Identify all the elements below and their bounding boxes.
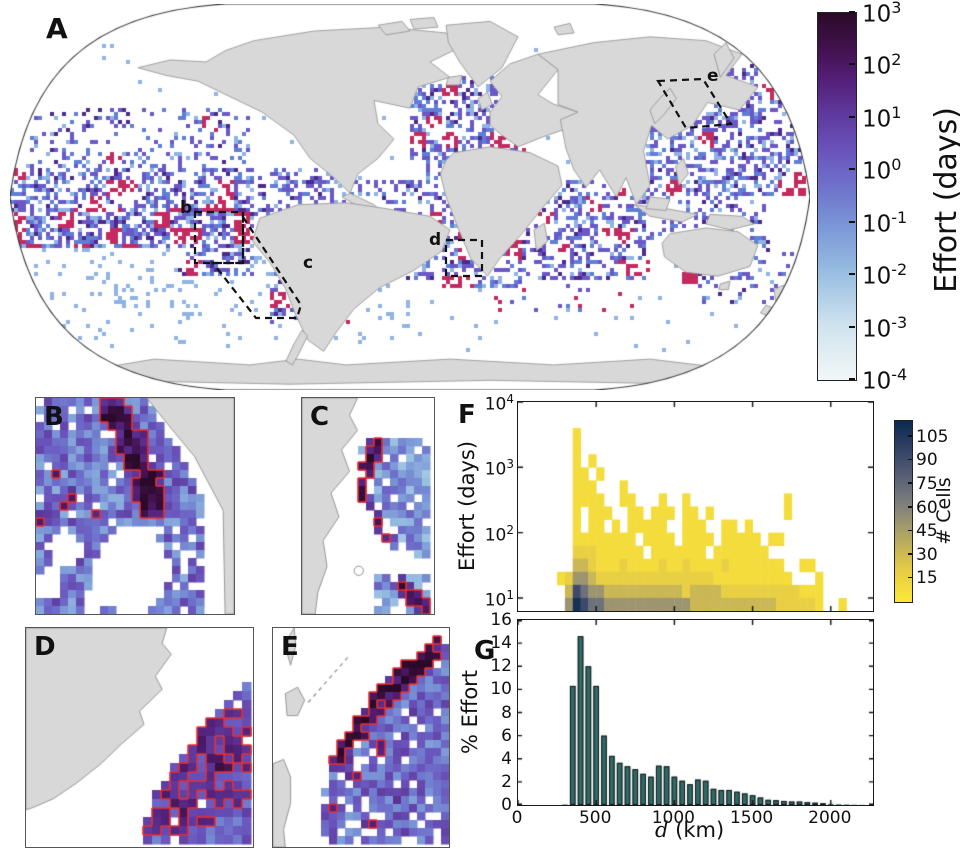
- heatmap-frame: [517, 401, 874, 612]
- cells-colorbar-tick: 90: [916, 450, 938, 471]
- effort-colorbar-tick: 10-4: [862, 365, 908, 395]
- panel-g-label: G: [474, 636, 496, 666]
- world-map-canvas: [10, 4, 810, 390]
- barchart-ytick: 6: [501, 725, 512, 746]
- panel-e-label: E: [281, 632, 299, 662]
- panel-d-map-canvas: [25, 627, 254, 848]
- effort-colorbar-tickmark: [849, 11, 855, 13]
- panel-f-label: F: [458, 400, 476, 430]
- cells-colorbar-tick: 105: [916, 426, 949, 447]
- cells-colorbar-tickmark: [908, 576, 912, 579]
- barchart-canvas: [518, 620, 873, 805]
- effort-colorbar-tickmark: [849, 378, 855, 380]
- cells-colorbar-tickmark: [908, 553, 912, 555]
- effort-colorbar-label: Effort (days): [929, 107, 960, 293]
- barchart-xtick: 500: [578, 808, 612, 828]
- cells-colorbar-tick: 15: [916, 568, 938, 589]
- cells-colorbar-tickmark: [908, 435, 912, 437]
- barchart-ylabel: % Effort: [458, 669, 482, 755]
- panel-e-map-canvas: [272, 627, 450, 848]
- cells-colorbar-tick: 45: [916, 521, 938, 542]
- effort-colorbar-tickmark: [849, 220, 855, 223]
- panel-a-label: A: [46, 12, 68, 45]
- barchart-xtick: 0: [511, 808, 523, 828]
- heatmap-ytick: 103: [484, 457, 514, 480]
- cells-colorbar-label: # Cells: [933, 477, 955, 545]
- barchart-frame: [517, 619, 874, 806]
- effort-colorbar-tickmark: [849, 273, 855, 276]
- barchart-ytick: 12: [490, 656, 512, 677]
- heatmap-canvas: [518, 402, 873, 611]
- effort-colorbar: [817, 12, 857, 381]
- cells-colorbar-tickmark: [908, 506, 912, 508]
- barchart-ytick: 10: [490, 679, 512, 700]
- cells-colorbar-tickmark: [908, 458, 912, 461]
- map-annotation-label-d: d: [429, 230, 442, 250]
- panel-c-map-canvas: [301, 397, 435, 615]
- effort-colorbar-tick: 100: [862, 155, 902, 185]
- effort-colorbar-tickmark: [849, 115, 855, 118]
- barchart-ytick: 2: [501, 771, 512, 792]
- effort-colorbar-tick: 103: [862, 0, 902, 28]
- cells-colorbar-tick: 30: [916, 544, 938, 565]
- barchart-ytick: 4: [501, 748, 512, 769]
- barchart-ytick: 8: [501, 702, 512, 723]
- cells-colorbar-tick: 75: [916, 473, 938, 494]
- effort-colorbar-tick: 10-1: [862, 207, 908, 238]
- barchart-xlabel-unit: (km): [668, 818, 725, 842]
- effort-colorbar-tickmark: [849, 325, 855, 328]
- panel-b-map-canvas: [35, 397, 235, 615]
- barchart-ytick: 14: [490, 633, 512, 654]
- panel-c-label: C: [310, 402, 330, 432]
- effort-colorbar-tickmark: [849, 168, 855, 171]
- map-annotation-label-b: b: [180, 198, 193, 218]
- barchart-xtick: 1000: [651, 808, 695, 828]
- cells-colorbar-tickmark: [908, 529, 912, 532]
- heatmap-ytick: 101: [484, 587, 514, 611]
- effort-colorbar-tick: 102: [862, 50, 902, 81]
- heatmap-ylabel: Effort (days): [455, 440, 479, 572]
- effort-colorbar-tick: 101: [862, 102, 902, 133]
- barchart-ytick: 0: [501, 795, 512, 815]
- map-annotation-label-c: c: [303, 253, 314, 273]
- heatmap-ytick: 104: [484, 392, 514, 415]
- cells-colorbar-tickmark: [908, 482, 912, 484]
- barchart-ytick: 16: [490, 610, 512, 630]
- barchart-xtick: 2000: [808, 808, 852, 828]
- effort-colorbar-tick: 10-2: [862, 260, 908, 290]
- barchart-xlabel-var: d: [655, 818, 669, 842]
- effort-colorbar-tick: 10-3: [862, 312, 908, 343]
- cells-colorbar-tick: 60: [916, 497, 938, 518]
- cells-colorbar: [894, 420, 913, 603]
- map-annotation-label-e: e: [707, 66, 719, 86]
- panel-d-label: D: [34, 632, 56, 662]
- heatmap-ytick: 102: [484, 522, 514, 546]
- barchart-xtick: 1500: [729, 808, 774, 828]
- barchart-xlabel: d (km): [655, 818, 724, 842]
- panel-b-label: B: [44, 402, 64, 432]
- effort-colorbar-tickmark: [849, 63, 855, 66]
